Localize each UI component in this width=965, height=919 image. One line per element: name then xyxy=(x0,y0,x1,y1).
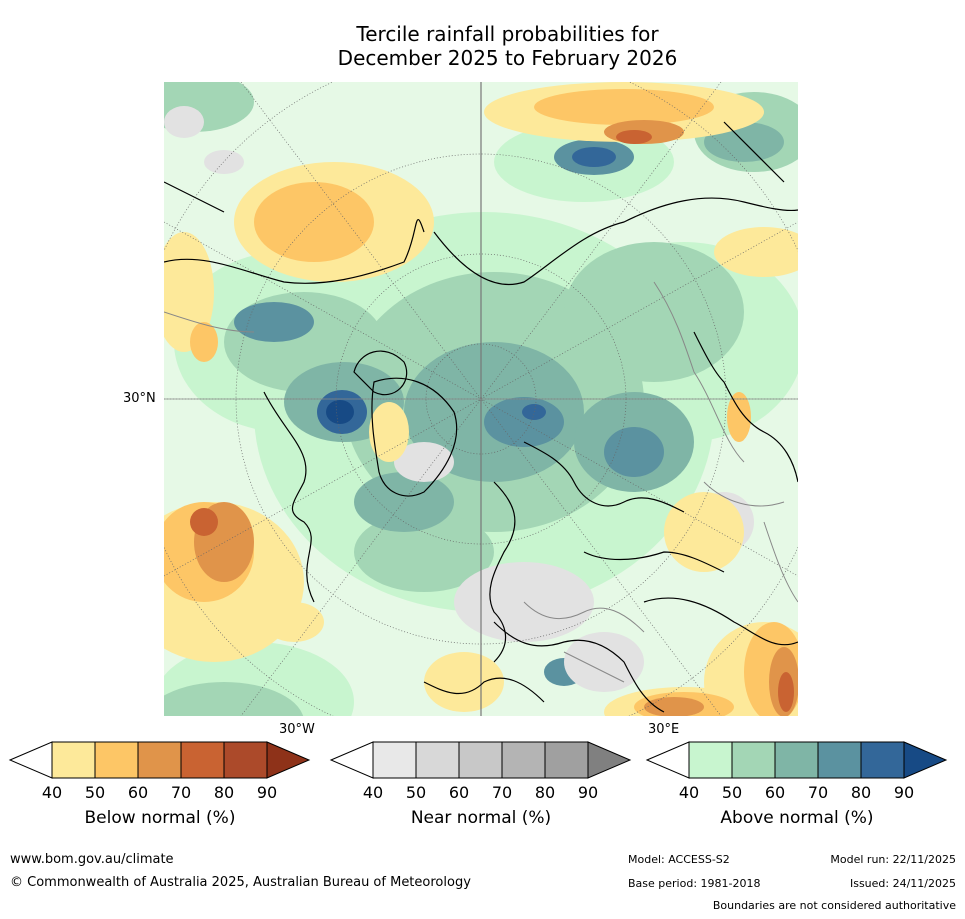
lon-label-30w: 30°W xyxy=(279,722,315,737)
above-tick-90: 90 xyxy=(893,783,915,802)
country-borders xyxy=(164,281,798,683)
colorbar-above-graphic xyxy=(645,741,948,779)
base-period: Base period: 1981-2018 xyxy=(628,877,761,890)
map-title: Tercile rainfall probabilities for Decem… xyxy=(250,22,765,70)
boundaries-disclaimer: Boundaries are not considered authoritat… xyxy=(712,899,956,912)
title-line-1: Tercile rainfall probabilities for xyxy=(356,22,659,46)
below-normal-label: Below normal (%) xyxy=(84,808,236,828)
model-name: Model: ACCESS-S2 xyxy=(628,853,730,866)
colorbar-below-normal xyxy=(8,741,311,779)
near-tick-60: 60 xyxy=(448,783,470,802)
colorbar-above-normal xyxy=(645,741,948,779)
below-tick-60: 60 xyxy=(127,783,149,802)
above-normal-label: Above normal (%) xyxy=(720,808,874,828)
polar-map xyxy=(164,82,798,716)
colorbar-near-normal xyxy=(329,741,632,779)
above-normal-max-areas xyxy=(326,400,354,424)
lon-label-30e: 30°E xyxy=(648,722,680,737)
below-tick-50: 50 xyxy=(84,783,106,802)
below-tick-40: 40 xyxy=(41,783,63,802)
above-tick-70: 70 xyxy=(807,783,829,802)
issued-date: Issued: 24/11/2025 xyxy=(849,877,956,890)
below-tick-70: 70 xyxy=(170,783,192,802)
near-tick-70: 70 xyxy=(491,783,513,802)
above-tick-40: 40 xyxy=(678,783,700,802)
above-tick-80: 80 xyxy=(850,783,872,802)
title-line-2: December 2025 to February 2026 xyxy=(337,46,678,70)
below-tick-90: 90 xyxy=(256,783,278,802)
model-run-date: Model run: 22/11/2025 xyxy=(830,853,956,866)
colorbar-near-graphic xyxy=(329,741,632,779)
coastlines xyxy=(164,121,798,713)
near-tick-40: 40 xyxy=(362,783,384,802)
website-link[interactable]: www.bom.gov.au/climate xyxy=(10,852,174,867)
below-tick-80: 80 xyxy=(213,783,235,802)
copyright-text: © Commonwealth of Australia 2025, Austra… xyxy=(10,875,471,890)
near-tick-50: 50 xyxy=(405,783,427,802)
near-tick-80: 80 xyxy=(534,783,556,802)
near-tick-90: 90 xyxy=(577,783,599,802)
colorbar-below-graphic xyxy=(8,741,311,779)
map-canvas xyxy=(164,82,798,716)
lat-label-30n: 30°N xyxy=(123,391,156,406)
below-normal-max-areas xyxy=(190,130,794,712)
above-tick-60: 60 xyxy=(764,783,786,802)
above-tick-50: 50 xyxy=(721,783,743,802)
near-normal-label: Near normal (%) xyxy=(410,808,552,828)
